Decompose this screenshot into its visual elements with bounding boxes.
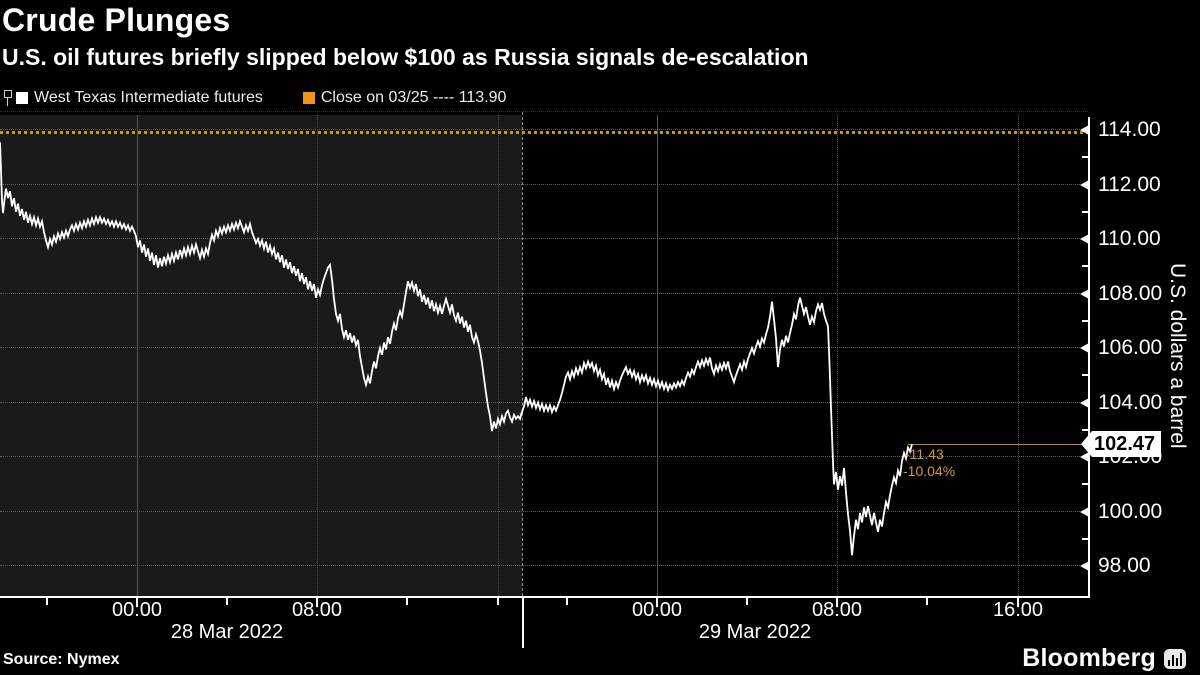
x-axis-tick <box>656 598 658 605</box>
h-gridline-108 <box>0 292 1088 294</box>
x-axis-date-label: 29 Mar 2022 <box>698 621 812 643</box>
y-axis-minor-tick <box>1082 319 1089 322</box>
y-axis-major-tick <box>1080 288 1089 299</box>
x-axis-tick <box>926 598 928 605</box>
y-axis-major-tick <box>1080 561 1089 571</box>
y-axis-minor-tick <box>1082 210 1089 213</box>
y-axis-major-tick <box>1080 506 1089 517</box>
x-axis-label: 00:00 <box>111 599 163 621</box>
v-gridline <box>317 115 318 596</box>
h-gridline-102 <box>0 456 1088 457</box>
x-axis-tick <box>316 598 318 605</box>
legend-series-label: West Texas Intermediate futures <box>34 89 263 106</box>
h-gridline-114 <box>0 129 1088 130</box>
price-line <box>0 142 913 556</box>
y-axis-title: U.S. dollars a barrel <box>1166 262 1189 449</box>
bloomberg-logo: Bloomberg <box>1022 644 1186 673</box>
x-axis-tick <box>566 598 568 605</box>
x-axis-label: 16:00 <box>992 599 1044 621</box>
y-axis-major-tick <box>1080 125 1089 135</box>
source-caption: Source: Nymex <box>3 651 120 668</box>
legend: West Texas Intermediate futures Close on… <box>4 89 506 107</box>
y-axis-label: 112.00 <box>1098 172 1161 196</box>
y-axis-minor-tick <box>1082 156 1089 159</box>
badge-arrow-icon <box>1081 431 1092 458</box>
v-gridline <box>137 115 138 596</box>
x-axis-tick <box>836 598 838 605</box>
session-divider-below-axis <box>522 596 524 648</box>
y-axis-label: 104.00 <box>1098 390 1163 414</box>
h-gridline-112 <box>0 183 1088 185</box>
v-gridline <box>1018 115 1019 596</box>
session-divider <box>522 112 523 596</box>
x-axis-date-label: 28 Mar 2022 <box>170 621 284 643</box>
y-axis-major-tick <box>1080 179 1089 190</box>
v-gridline <box>498 115 499 596</box>
y-axis-label: 100.00 <box>1098 499 1163 523</box>
x-axis-tick <box>497 598 499 605</box>
series-swatch-icon <box>16 92 28 104</box>
pct-change-annotation: -10.04% <box>903 463 956 480</box>
last-price-badge: 102.47 <box>1081 431 1162 458</box>
x-axis-label: 08:00 <box>291 599 343 621</box>
legend-item-close: Close on 03/25 ---- 113.90 <box>302 89 507 107</box>
y-axis-label: 114.00 <box>1098 118 1161 141</box>
h-gridline-106 <box>0 347 1088 348</box>
h-gridline-104 <box>0 401 1088 403</box>
y-axis-major-tick <box>1080 343 1089 353</box>
y-axis-minor-tick <box>1082 483 1089 486</box>
close-swatch-icon <box>302 92 315 104</box>
y-axis-label: 106.00 <box>1098 336 1163 359</box>
y-axis-label: 98.00 <box>1098 554 1151 577</box>
session-background-2 <box>522 115 1088 596</box>
x-axis-line <box>0 596 1090 598</box>
y-axis-minor-tick <box>1082 537 1089 540</box>
x-axis-tick <box>1017 598 1019 605</box>
x-axis-tick <box>136 598 138 605</box>
y-axis-major-tick <box>1080 234 1089 244</box>
y-axis-line <box>1088 117 1090 598</box>
y-axis-label: 110.00 <box>1098 227 1161 250</box>
x-axis-tick <box>226 598 228 605</box>
bloomberg-wordmark: Bloomberg <box>1022 644 1156 672</box>
y-axis-label: 108.00 <box>1098 281 1163 305</box>
v-gridline <box>657 115 658 596</box>
y-axis-minor-tick <box>1082 265 1089 268</box>
h-gridline-98 <box>0 565 1088 566</box>
h-gridline-110 <box>0 238 1088 239</box>
series-tracker-icon <box>4 89 13 107</box>
close-reference-line <box>0 130 1088 134</box>
y-axis-major-tick <box>1080 397 1089 408</box>
net-change-annotation: -11.43 <box>905 446 944 463</box>
x-axis-label: 08:00 <box>811 599 863 621</box>
last-price-line <box>908 443 1088 445</box>
page-subtitle: U.S. oil futures briefly slipped below $… <box>2 44 809 70</box>
y-axis-minor-tick <box>1082 374 1089 377</box>
last-price-value: 102.47 <box>1092 431 1162 458</box>
page-title: Crude Plunges <box>2 2 231 38</box>
bloomberg-chart-icon <box>1164 648 1186 669</box>
x-axis-tick <box>406 598 408 605</box>
x-axis-tick <box>46 598 48 605</box>
legend-close-label: Close on 03/25 ---- 113.90 <box>320 89 507 106</box>
y-axis-minor-tick <box>1082 428 1089 431</box>
v-gridline <box>837 115 838 596</box>
plot-top-border <box>0 111 1088 112</box>
session-background-1 <box>0 115 522 596</box>
x-axis-label: 00:00 <box>631 599 683 621</box>
h-gridline-100 <box>0 510 1088 512</box>
legend-item-series: West Texas Intermediate futures <box>16 89 263 107</box>
x-axis-tick <box>746 598 748 605</box>
